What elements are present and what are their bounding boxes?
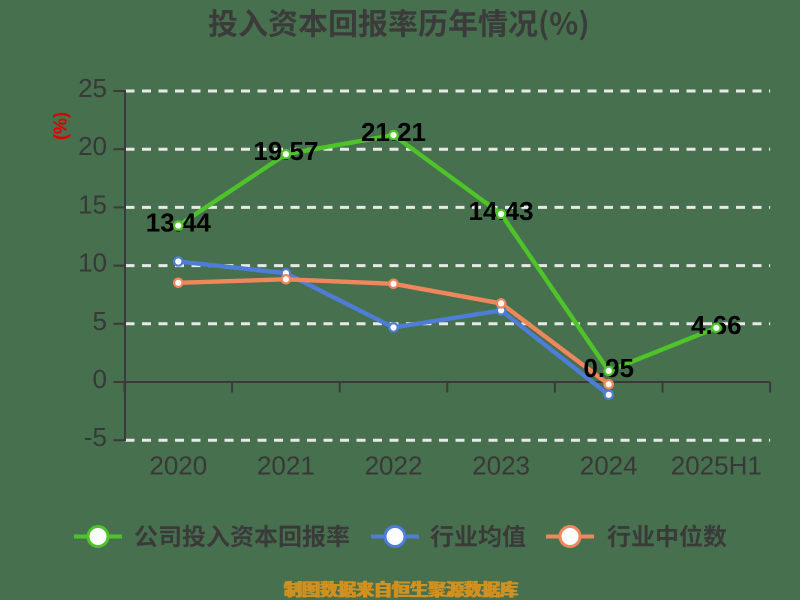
svg-text:20: 20 bbox=[78, 131, 107, 161]
svg-text:5: 5 bbox=[93, 306, 107, 336]
svg-text:2025H1: 2025H1 bbox=[671, 451, 762, 481]
svg-text:2020: 2020 bbox=[149, 451, 207, 481]
svg-text:2021: 2021 bbox=[257, 451, 315, 481]
svg-text:15: 15 bbox=[78, 189, 107, 219]
svg-text:2024: 2024 bbox=[580, 451, 638, 481]
svg-text:2022: 2022 bbox=[365, 451, 423, 481]
svg-text:-5: -5 bbox=[84, 422, 107, 452]
svg-text:0: 0 bbox=[93, 364, 107, 394]
svg-text:(%): (%) bbox=[51, 112, 71, 140]
svg-text:10: 10 bbox=[78, 248, 107, 278]
svg-text:2023: 2023 bbox=[472, 451, 530, 481]
svg-text:25: 25 bbox=[78, 73, 107, 103]
